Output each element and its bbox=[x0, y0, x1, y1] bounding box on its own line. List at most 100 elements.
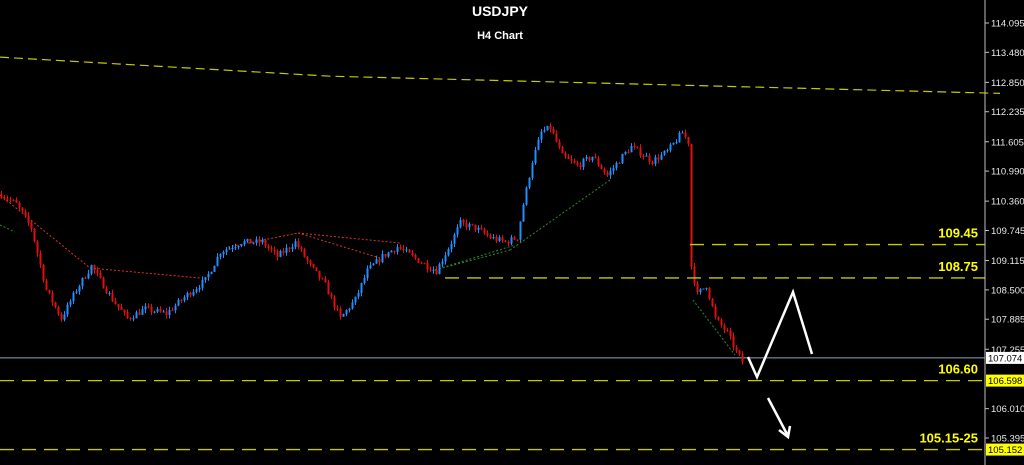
candle-body bbox=[219, 254, 222, 257]
candle-body bbox=[378, 259, 381, 263]
candle-body bbox=[408, 249, 411, 253]
candle-body bbox=[723, 325, 726, 330]
candle-body bbox=[198, 287, 201, 290]
candle-body bbox=[84, 277, 87, 279]
candle-body bbox=[405, 249, 408, 251]
candle-body bbox=[369, 265, 372, 269]
candle-body bbox=[183, 297, 186, 301]
candle-body bbox=[687, 136, 690, 144]
candle-body bbox=[99, 273, 102, 278]
candle-body bbox=[570, 158, 573, 161]
candle-body bbox=[282, 250, 285, 253]
trend-line bbox=[509, 179, 611, 251]
candle-body bbox=[672, 142, 675, 145]
candle-body bbox=[351, 302, 354, 309]
y-tick-label: 110.360 bbox=[991, 197, 1024, 208]
candle-body bbox=[414, 254, 417, 259]
candle-body bbox=[540, 131, 543, 140]
candle-body bbox=[141, 309, 144, 315]
candle-body bbox=[51, 292, 54, 303]
candle-body bbox=[399, 247, 402, 249]
candle-body bbox=[336, 307, 339, 309]
candle-body bbox=[240, 244, 243, 247]
candle-body bbox=[741, 354, 744, 362]
candle-body bbox=[585, 157, 588, 159]
y-tick-label: 110.990 bbox=[991, 167, 1024, 178]
candle-body bbox=[708, 287, 711, 299]
candle-body bbox=[417, 258, 420, 263]
candle-body bbox=[465, 222, 468, 228]
candle-body bbox=[201, 279, 204, 288]
candle-body bbox=[633, 145, 636, 147]
candle-body bbox=[669, 144, 672, 151]
candle-body bbox=[189, 292, 192, 296]
chart-title: USDJPY bbox=[471, 3, 529, 19]
y-tick-label: 109.745 bbox=[991, 226, 1024, 237]
candle-body bbox=[729, 330, 732, 337]
candle-body bbox=[438, 264, 441, 275]
candle-body bbox=[288, 247, 291, 249]
candle-body bbox=[309, 260, 312, 264]
level-label: 108.75 bbox=[938, 259, 978, 274]
candle-body bbox=[624, 152, 627, 155]
candle-body bbox=[726, 329, 729, 331]
projection-zigzag bbox=[746, 288, 814, 381]
y-tick-label: 111.605 bbox=[991, 137, 1024, 148]
candle-body bbox=[579, 164, 582, 168]
candle-body bbox=[30, 222, 33, 229]
candle-body bbox=[534, 149, 537, 164]
candle-body bbox=[150, 306, 153, 313]
candle-body bbox=[216, 256, 219, 266]
candle-body bbox=[171, 310, 174, 312]
candle-body bbox=[657, 157, 660, 160]
candle-body bbox=[117, 304, 120, 308]
candle-body bbox=[513, 237, 516, 240]
candle-body bbox=[423, 263, 426, 265]
candle-body bbox=[129, 318, 132, 320]
candle-body bbox=[663, 150, 666, 155]
candle-body bbox=[105, 288, 108, 294]
candle-body bbox=[468, 223, 471, 228]
level-label: 105.15-25 bbox=[919, 431, 978, 446]
candle-body bbox=[63, 314, 66, 320]
candle-body bbox=[387, 252, 390, 257]
candle-body bbox=[693, 266, 696, 284]
candle-body bbox=[516, 239, 519, 241]
candle-body bbox=[678, 132, 681, 143]
candle-body bbox=[255, 239, 258, 243]
candle-body bbox=[126, 312, 129, 319]
candle-body bbox=[360, 283, 363, 293]
candle-body bbox=[0, 194, 3, 198]
candle-body bbox=[249, 238, 252, 244]
candle-body bbox=[339, 308, 342, 317]
candle-body bbox=[447, 249, 450, 256]
candle-body bbox=[393, 250, 396, 252]
candle-body bbox=[246, 238, 249, 242]
candle-body bbox=[645, 155, 648, 157]
candle-body bbox=[312, 263, 315, 268]
candle-body bbox=[228, 248, 231, 250]
candle-body bbox=[420, 262, 423, 264]
level-price-tag bbox=[986, 443, 1024, 456]
candle-body bbox=[33, 228, 36, 242]
candle-body bbox=[531, 163, 534, 178]
candle-body bbox=[522, 204, 525, 222]
candle-body bbox=[549, 125, 552, 129]
candle-body bbox=[36, 241, 39, 254]
candle-body bbox=[396, 247, 399, 252]
candle-body bbox=[27, 215, 30, 223]
trend-line bbox=[297, 232, 401, 244]
y-tick-label: 109.115 bbox=[991, 256, 1024, 267]
candle-body bbox=[441, 261, 444, 265]
candle-body bbox=[573, 160, 576, 163]
candle-body bbox=[483, 229, 486, 234]
candle-body bbox=[375, 259, 378, 264]
trend-line bbox=[692, 299, 736, 356]
candle-body bbox=[486, 233, 489, 236]
candle-body bbox=[180, 299, 183, 301]
candle-body bbox=[285, 247, 288, 253]
candle-body bbox=[537, 139, 540, 150]
candle-body bbox=[24, 211, 27, 216]
